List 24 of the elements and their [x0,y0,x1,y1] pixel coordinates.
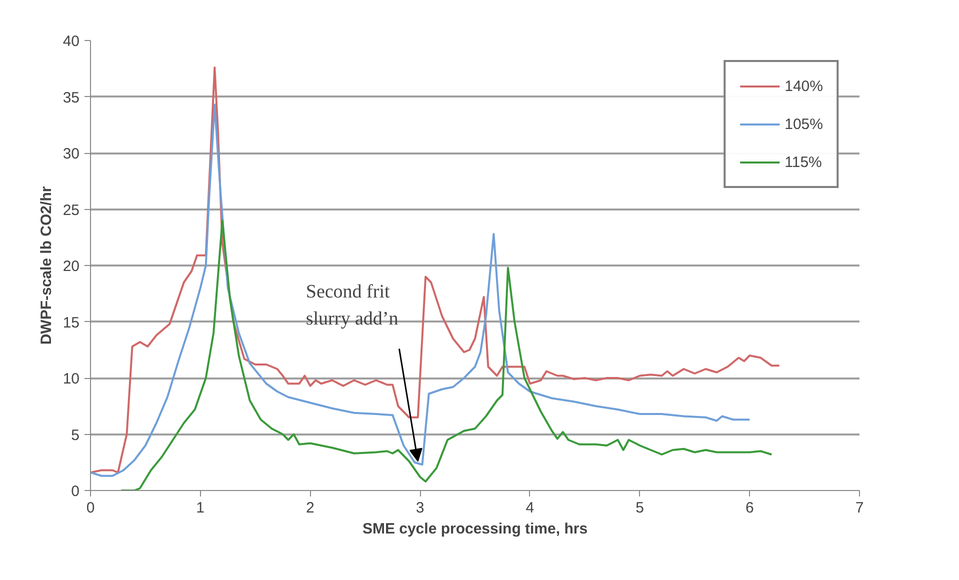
x-axis-title: SME cycle processing time, hrs [362,520,588,538]
y-tick-label: 20 [62,258,80,275]
annotation: Second frit slurry add’n [306,281,399,330]
y-tick-label: 0 [71,483,80,500]
y-tick-label: 30 [62,146,80,162]
y-tick-label: 25 [62,202,80,219]
y-axis-title: DWPF-scale lb CO2/hr [38,186,55,345]
y-tick-label: 15 [62,314,80,332]
y-tick-label: 35 [62,89,80,106]
x-tick-label: 3 [416,500,424,516]
legend-label: 105% [784,116,823,132]
x-tick-label: 2 [306,500,314,516]
x-tick-label: 4 [526,500,534,516]
y-tick-label: 10 [62,370,80,388]
y-tick-label: 40 [62,33,80,50]
x-tick-label: 1 [196,500,205,516]
x-tick-label: 7 [855,500,864,516]
line-series [120,220,773,490]
x-tick-label: 6 [745,500,754,516]
legend-label: 140% [784,78,823,94]
x-tick-label: 5 [636,500,644,516]
x-tick-label: 0 [86,500,95,516]
y-tick-label: 5 [71,426,80,444]
legend-label: 115% [784,154,822,170]
